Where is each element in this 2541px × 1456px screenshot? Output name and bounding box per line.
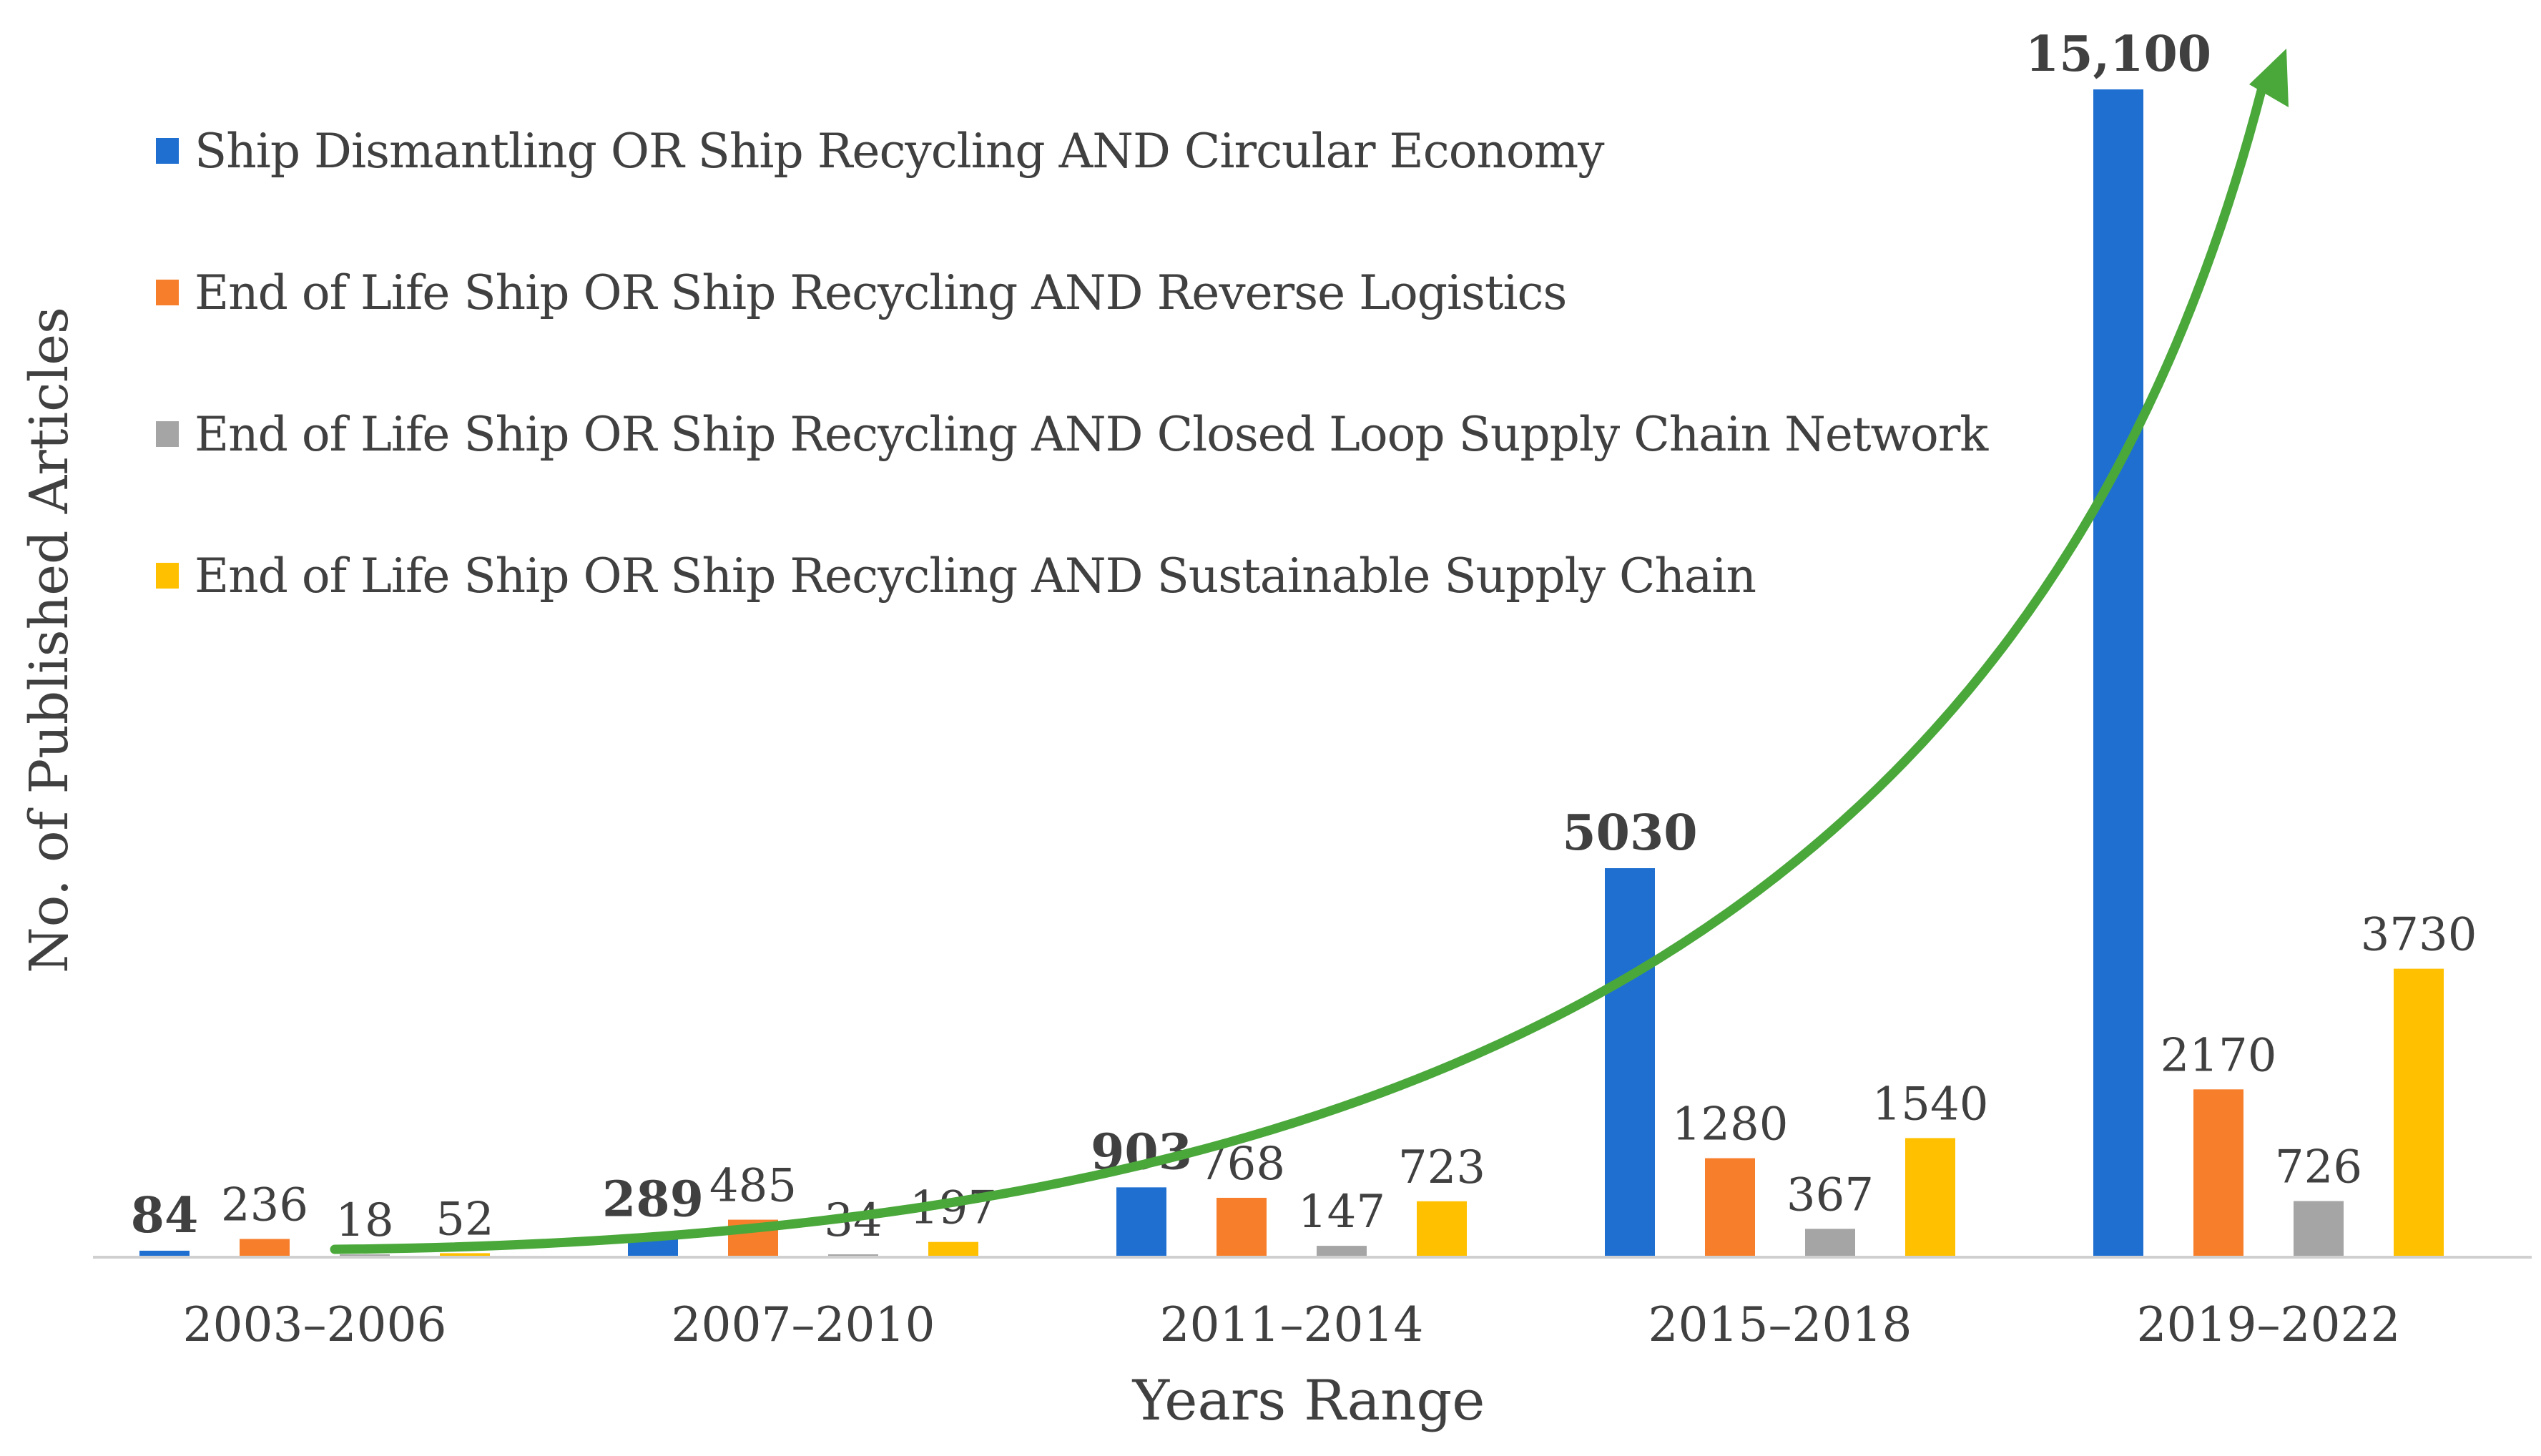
data-label-2003-2006-series-4: 52: [436, 1193, 493, 1246]
bar-2003-2006-series-4: [440, 1253, 490, 1257]
data-label-2019-2022-series-2: 2170: [2161, 1029, 2277, 1082]
data-label-2011-2014-series-4: 723: [1398, 1141, 1485, 1194]
legend-item: Ship Dismantling OR Ship Recycling AND C…: [156, 123, 1987, 179]
bar-2019-2022-series-4: [2394, 968, 2444, 1257]
bars-layer: [139, 89, 2444, 1257]
legend-label-sustainable: End of Life Ship OR Ship Recycling AND S…: [195, 548, 1756, 604]
bar-2011-2014-series-3: [1317, 1246, 1367, 1257]
x-tick-labels: 2003–2006 2007–2010 2011–2014 2015–2018 2019…: [183, 1297, 2401, 1352]
data-label-2003-2006-series-2: 236: [221, 1179, 308, 1231]
data-label-2003-2006-series-3: 18: [335, 1194, 393, 1247]
legend-swatch-circular-economy: [156, 138, 179, 164]
data-label-2007-2010-series-2: 485: [709, 1160, 797, 1213]
data-label-2015-2018-series-1: 5030: [1562, 805, 1697, 862]
x-tick-label-2019-2022: 2019–2022: [2137, 1297, 2401, 1352]
bar-2007-2010-series-4: [928, 1241, 978, 1257]
data-label-2019-2022-series-3: 726: [2275, 1141, 2362, 1194]
x-axis-title: Years Range: [1132, 1369, 1485, 1433]
data-label-2015-2018-series-3: 367: [1786, 1169, 1874, 1221]
legend: Ship Dismantling OR Ship Recycling AND C…: [156, 123, 1988, 692]
bar-2015-2018-series-1: [1605, 868, 1655, 1257]
legend-label-circular-economy: Ship Dismantling OR Ship Recycling AND C…: [195, 123, 1605, 179]
legend-label-reverse-logistics: End of Life Ship OR Ship Recycling AND R…: [195, 265, 1567, 320]
data-label-2003-2006-series-1: 84: [131, 1187, 199, 1244]
legend-item: End of Life Ship OR Ship Recycling AND C…: [156, 406, 1988, 462]
y-axis-title: No. of Published Articles: [19, 307, 80, 973]
legend-swatch-closed-loop: [156, 421, 179, 447]
x-tick-label-2011-2014: 2011–2014: [1160, 1297, 1424, 1352]
trend-arrow: [330, 49, 2289, 1254]
bar-2003-2006-series-2: [240, 1239, 290, 1257]
bar-2019-2022-series-1: [2093, 89, 2143, 1257]
data-label-2015-2018-series-4: 1540: [1872, 1078, 1989, 1131]
bar-2003-2006-series-1: [139, 1250, 190, 1257]
bar-2011-2014-series-4: [1417, 1201, 1467, 1257]
legend-item: End of Life Ship OR Ship Recycling AND R…: [156, 265, 1987, 320]
bar-2011-2014-series-1: [1116, 1187, 1166, 1257]
x-tick-label-2003-2006: 2003–2006: [183, 1297, 447, 1352]
bar-2011-2014-series-2: [1217, 1197, 1267, 1257]
trend-arrowhead: [2249, 49, 2289, 107]
x-tick-label-2007-2010: 2007–2010: [672, 1297, 935, 1352]
legend-swatch-sustainable: [156, 563, 179, 589]
legend-item: End of Life Ship OR Ship Recycling AND S…: [156, 548, 1987, 604]
data-label-2019-2022-series-1: 15,100: [2025, 26, 2211, 83]
x-tick-label-2015-2018: 2015–2018: [1648, 1297, 1912, 1352]
bar-2015-2018-series-3: [1805, 1229, 1855, 1257]
trend-curve: [330, 77, 2269, 1254]
legend-label-closed-loop: End of Life Ship OR Ship Recycling AND C…: [195, 406, 1988, 462]
data-label-2015-2018-series-2: 1280: [1672, 1098, 1789, 1151]
bar-2015-2018-series-2: [1705, 1158, 1755, 1257]
data-label-2019-2022-series-4: 3730: [2361, 909, 2477, 962]
data-label-2007-2010-series-1: 289: [602, 1171, 704, 1229]
bar-2019-2022-series-2: [2193, 1089, 2243, 1257]
data-label-2011-2014-series-3: 147: [1298, 1186, 1385, 1239]
legend-swatch-reverse-logistics: [156, 280, 179, 305]
bar-2019-2022-series-3: [2294, 1201, 2344, 1257]
bar-2015-2018-series-4: [1905, 1138, 1955, 1257]
